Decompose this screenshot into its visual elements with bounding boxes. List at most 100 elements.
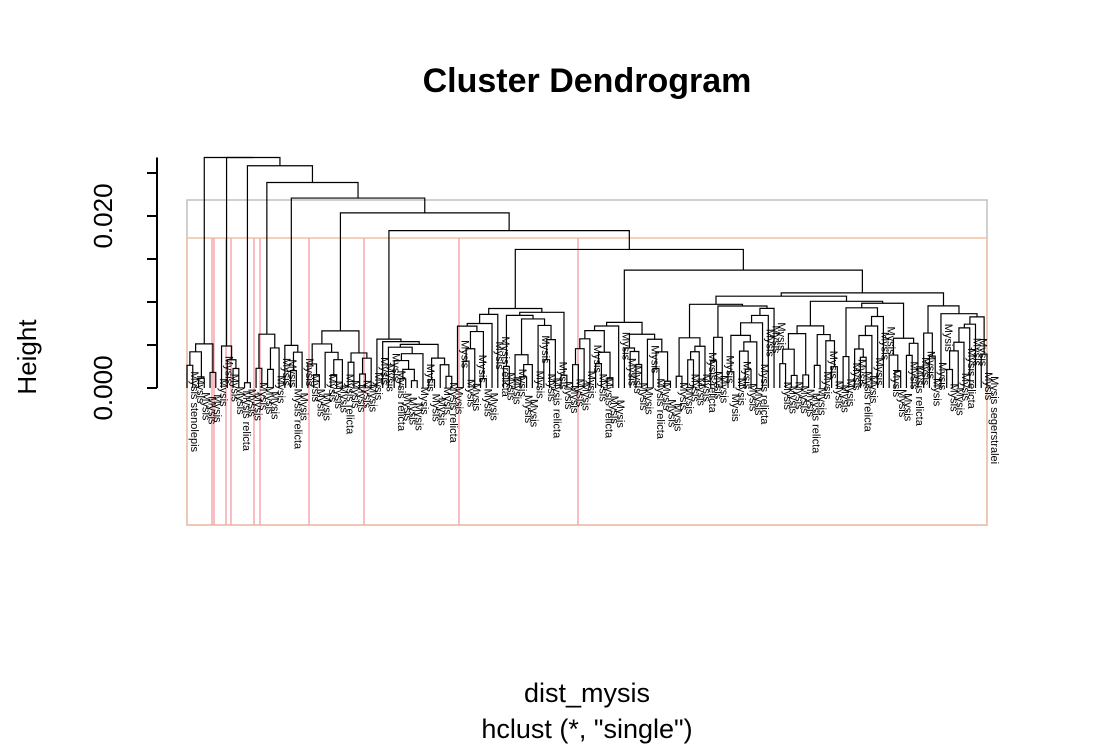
leaf-label: Mysis <box>844 379 856 408</box>
leaf-label: Mysis <box>729 394 741 423</box>
leaf-label: Mysis relicta <box>810 393 822 454</box>
leaf-label: Mysis <box>493 342 505 371</box>
leaf-label: Mysis <box>441 387 453 416</box>
leaf-label: Mysis <box>505 372 517 401</box>
leaf-label: Mysis <box>326 374 338 403</box>
leaf-label: Mysis <box>792 381 804 410</box>
leaf-label: Mysis <box>459 340 471 369</box>
leaf-label: Mysis <box>263 386 275 415</box>
dendrogram-branch <box>678 337 701 377</box>
leaf-label: Mysis <box>833 381 845 410</box>
leaf-label: Mysis stenolepis <box>188 371 200 452</box>
leaf-label: Mysis <box>418 387 430 416</box>
leaf-label: Mysis <box>643 386 655 415</box>
leaf-label: Mysis <box>366 384 378 413</box>
leaf-label: Mysis <box>873 357 885 386</box>
leaf-label: Mysis <box>976 338 988 367</box>
leaf-label: Mysis relicta <box>551 378 563 439</box>
leaf-label: Mysis <box>430 394 442 423</box>
dendrogram-branch <box>209 371 217 388</box>
leaf-label: Mysis <box>378 357 390 386</box>
leaf-label: Mysis <box>516 369 528 398</box>
leaf-label: Mysis <box>539 335 551 364</box>
leaf-label: Mysis <box>769 325 781 354</box>
leaf-label: Mysis <box>648 345 660 374</box>
leaf-label: Mysis <box>781 382 793 411</box>
leaf-label: Mysis <box>815 387 827 416</box>
leaf-label: Mysis <box>856 359 868 388</box>
leaf-label: Mysis <box>522 395 534 424</box>
leaf-label: Mysis <box>907 361 919 390</box>
leaf-label: Mysis <box>890 369 902 398</box>
leaf-label: Mysis <box>424 364 436 393</box>
leaf-label: Mysis <box>971 338 983 367</box>
leaf-label: Mysis <box>194 375 206 404</box>
leaf-label: Mysis <box>694 378 706 407</box>
leaf-label: Mysis <box>925 351 937 380</box>
leaf-labels: Mysis stenolepisMysisMysisMysisMysisMysi… <box>188 322 1000 464</box>
leaf-label: Mysis <box>309 374 321 403</box>
leaf-label: Mysis <box>723 355 735 384</box>
leaf-label: Mysis <box>453 386 465 415</box>
leaf-label: Mysis <box>389 353 401 382</box>
leaf-label: Mysis <box>896 389 908 418</box>
leaf-label: Mysis <box>625 358 637 387</box>
leaf-label: Mysis <box>533 371 545 400</box>
leaf-label: Mysis <box>942 324 954 353</box>
leaf-label: Mysis <box>545 374 557 403</box>
dendrogram-branch <box>787 333 807 375</box>
leaf-label: Mysis <box>574 379 586 408</box>
leaf-label: Mysis <box>303 358 315 387</box>
leaf-label: Mysis <box>246 389 258 418</box>
leaf-label: Mysis <box>959 373 971 402</box>
leaf-label: Mysis <box>355 384 367 413</box>
leaf-label: Mysis <box>838 385 850 414</box>
dendrogram-branch <box>266 181 359 335</box>
dendrogram-branch <box>780 292 945 306</box>
dendrogram-branch <box>782 348 795 376</box>
dendrogram-tree <box>186 156 988 388</box>
y-axis-label: Height <box>12 319 42 395</box>
dendrogram-branch <box>715 295 848 305</box>
y-axis: 0.000 0.020 <box>88 157 158 421</box>
leaf-label: Mysis <box>631 365 643 394</box>
leaf-label: Mysis relicta <box>654 378 666 439</box>
leaf-label: Mysis relicta <box>447 382 459 443</box>
leaf-label: Mysis <box>591 345 603 374</box>
leaf-label: Mysis relicta <box>602 378 614 439</box>
hclust-method-label: hclust (*, "single") <box>481 714 692 744</box>
dendrogram-branch <box>203 156 254 344</box>
leaf-label: Mysis relicta <box>758 364 770 425</box>
dendrogram-branch <box>321 330 360 353</box>
leaf-label: Mysis <box>407 397 419 426</box>
leaf-label: Mysis <box>223 356 235 385</box>
leaf-label: Mysis <box>412 403 424 432</box>
leaf-label: Mysis <box>562 381 574 410</box>
leaf-label: Mysis <box>637 382 649 411</box>
leaf-label: Mysis <box>470 383 482 412</box>
leaf-label: Mysis <box>476 355 488 384</box>
leaf-label: Mysis <box>712 371 724 400</box>
leaf-label: Mysis <box>251 393 263 422</box>
dendrogram-branch <box>488 307 543 315</box>
leaf-label: Mysis <box>948 383 960 412</box>
leaf-label: Mysis <box>274 375 286 404</box>
leaf-label: Mysis <box>936 362 948 391</box>
leaf-label: Mysis <box>982 372 994 401</box>
leaf-label: Mysis <box>286 359 298 388</box>
leaf-label: Mysis <box>338 385 350 414</box>
dendrogram-branch <box>410 380 418 388</box>
dendrogram-branch <box>399 343 439 359</box>
leaf-label: Mysis relicta <box>395 371 407 432</box>
leaf-label: Mysis <box>700 374 712 403</box>
y-tick-label: 0.020 <box>88 183 118 248</box>
dendrogram-branch <box>290 197 426 346</box>
leaf-label: Mysis <box>775 322 787 351</box>
leaf-label: Mysis <box>660 382 672 411</box>
leaf-label: Mysis <box>614 400 626 429</box>
leaf-label: Mysis <box>234 386 246 415</box>
leaf-label: Mysis <box>717 375 729 404</box>
dendrogram-branch <box>813 364 821 388</box>
dendrogram-branch <box>195 343 214 373</box>
leaf-label: Mysis <box>320 393 332 422</box>
